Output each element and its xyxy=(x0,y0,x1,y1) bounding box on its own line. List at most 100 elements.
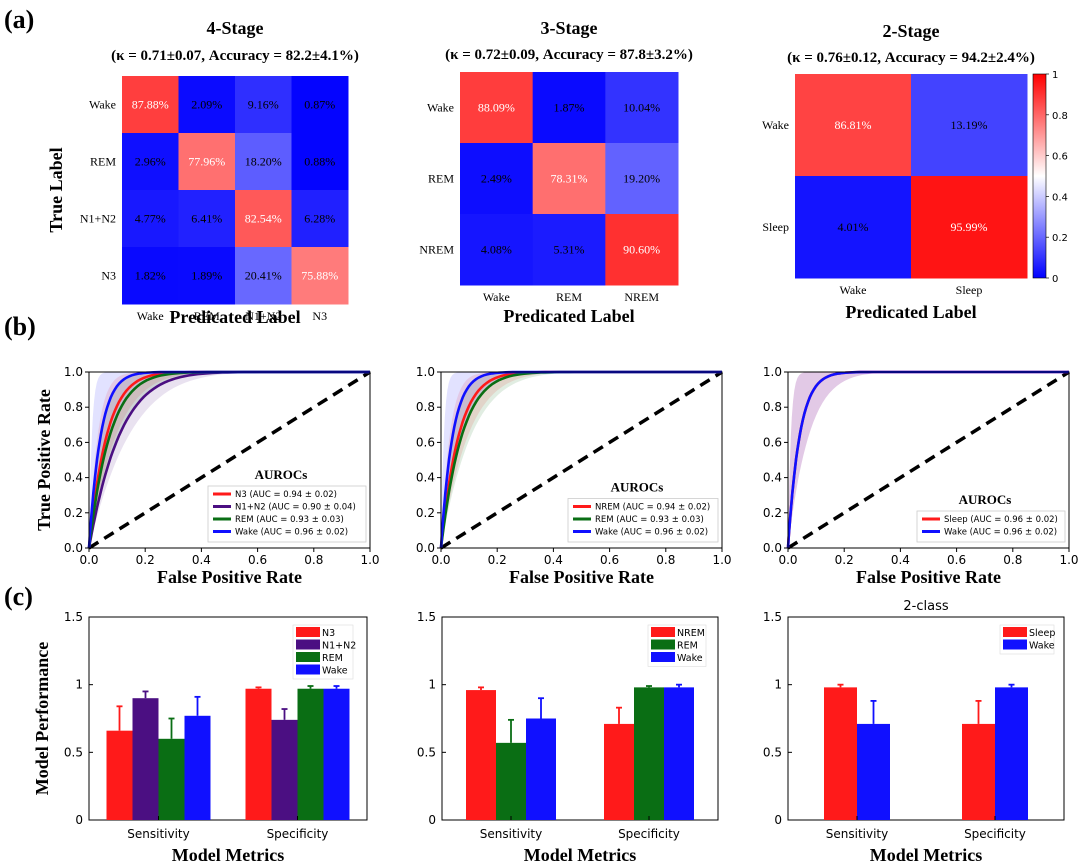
cm-row-label: Sleep xyxy=(762,220,789,234)
x-tick-label: 0.6 xyxy=(947,553,966,567)
y-tick-label: 1 xyxy=(75,678,83,692)
cm-cell xyxy=(235,133,292,191)
y-tick-label: 0.6 xyxy=(416,435,435,449)
legend-label: Wake (AUC = 0.96 ± 0.02) xyxy=(235,528,348,538)
cm-cell xyxy=(605,143,679,215)
y-tick-label: 0.0 xyxy=(416,541,435,555)
bar-chart: 0 0.5 1 1.5 Sensitivity Specificity Model Metr… xyxy=(763,599,1065,865)
cm-cell xyxy=(460,143,534,215)
legend-label: Wake xyxy=(322,666,348,677)
y-tick-label: 0.5 xyxy=(763,745,782,759)
y-tick-label: 0.0 xyxy=(64,541,83,555)
colorbar-tick-label: 0.2 xyxy=(1052,233,1068,244)
cm-col-label: Wake xyxy=(137,309,164,323)
roc-plot: 0.00.0 0.2 0.2 0.4 0.4 0.6 0.6 0.8 0.8 1.0 1.0 Fals… xyxy=(763,365,1079,587)
roc-band xyxy=(441,372,722,548)
legend-label: NREM (AUC = 0.94 ± 0.02) xyxy=(595,503,710,513)
bar xyxy=(664,687,694,820)
bar-chart: 0 0.5 1 1.5 Sensitivity Specificity Model Metr… xyxy=(417,610,719,865)
cm-cell-label: 2.09% xyxy=(191,98,222,112)
x-tick-label: 0.4 xyxy=(891,553,910,567)
roc-band xyxy=(788,372,1069,548)
cm-xlabel: Predicated Label xyxy=(503,306,634,326)
y-tick-label: 0.8 xyxy=(64,400,83,414)
legend-label: N3 xyxy=(322,628,335,639)
cm-cell xyxy=(532,72,606,144)
x-tick-label: 0.0 xyxy=(431,553,450,567)
bar xyxy=(466,690,496,820)
category-label: Sensitivity xyxy=(480,827,542,841)
y-tick-label: 1.5 xyxy=(64,610,83,624)
roc-plot: 0.00.0 0.2 0.2 0.4 0.4 0.6 0.6 0.8 0.8 1.0 1.0 Fals… xyxy=(34,365,380,587)
cm-cell xyxy=(795,74,912,177)
y-tick-label: 0.8 xyxy=(416,400,435,414)
cm-cell-label: 2.96% xyxy=(135,155,166,169)
cm-col-label: NREM xyxy=(624,290,659,304)
roc-ylabel: True Positive Rate xyxy=(34,389,54,531)
cm-cell-label: 82.54% xyxy=(245,212,282,226)
y-tick-label: 0 xyxy=(75,813,83,827)
chance-line xyxy=(787,370,1070,550)
y-tick-label: 0.5 xyxy=(64,745,83,759)
bar-xlabel: Model Metrics xyxy=(870,845,982,865)
y-tick-label: 0.4 xyxy=(763,471,782,485)
bar xyxy=(323,688,350,820)
legend-box xyxy=(567,498,719,543)
bar-chart: 0 0.5 1 1.5 Sensitivity Specificity Model Metr… xyxy=(32,610,368,865)
roc-frame xyxy=(440,371,723,549)
x-tick-label: 0.8 xyxy=(1003,553,1022,567)
cm-cell-label: 6.28% xyxy=(304,212,335,226)
cm-col-label: Sleep xyxy=(956,283,983,297)
bar xyxy=(634,687,664,820)
cm-cell xyxy=(178,76,236,134)
roc-band xyxy=(89,372,370,548)
cm-cell-label: 20.41% xyxy=(245,269,282,283)
colorbar-tick-label: 1 xyxy=(1052,70,1058,81)
bar-xlabel: Model Metrics xyxy=(172,845,284,865)
bar-xlabel: Model Metrics xyxy=(524,845,636,865)
cm-ylabel: True Label xyxy=(46,147,66,232)
cm-cell xyxy=(795,176,912,279)
legend-label: REM xyxy=(322,653,343,664)
roc-xlabel: False Positive Rate xyxy=(856,567,1001,587)
y-tick-label: 1.0 xyxy=(763,365,782,379)
y-tick-label: 1.5 xyxy=(763,610,782,624)
legend-swatch xyxy=(296,639,320,650)
cm-row-label: REM xyxy=(90,155,116,169)
cm-cell-label: 10.04% xyxy=(623,101,660,115)
category-label: Specificity xyxy=(267,827,329,841)
x-tick-label: 0.8 xyxy=(656,553,675,567)
cm-cell xyxy=(460,72,534,144)
cm-cell xyxy=(178,247,236,305)
cm-cell xyxy=(460,214,534,286)
bar xyxy=(526,718,556,820)
panel-label: (c) xyxy=(4,582,33,611)
bar xyxy=(995,687,1028,820)
cm-cell-label: 1.82% xyxy=(135,269,166,283)
legend-swatch xyxy=(1003,639,1027,650)
legend-swatch xyxy=(296,627,320,637)
cm-cell xyxy=(122,247,179,305)
legend-label: N1+N2 (AUC = 0.90 ± 0.04) xyxy=(235,503,356,513)
cm-cell xyxy=(291,190,349,248)
x-tick-label: 0.8 xyxy=(304,553,323,567)
roc-frame xyxy=(787,371,1070,549)
category-label: Specificity xyxy=(618,827,680,841)
cm-cell xyxy=(291,76,349,134)
cm-cell-label: 0.88% xyxy=(304,155,335,169)
bar-title: 2-class xyxy=(903,599,948,614)
roc-xlabel: False Positive Rate xyxy=(157,567,302,587)
roc-xlabel: False Positive Rate xyxy=(509,567,654,587)
cm-col-label: REM xyxy=(556,290,582,304)
cm-xlabel: Predicated Label xyxy=(169,307,300,327)
cm-cell-label: 86.81% xyxy=(835,118,872,132)
y-tick-label: 0.4 xyxy=(416,471,435,485)
cm-cell-label: 6.41% xyxy=(191,212,222,226)
colorbar-tick-label: 0.8 xyxy=(1052,111,1068,122)
legend-box xyxy=(207,485,367,543)
y-tick-label: 1.0 xyxy=(64,365,83,379)
y-tick-label: 0.0 xyxy=(763,541,782,555)
bar xyxy=(132,698,159,820)
cm-cell xyxy=(122,133,179,191)
